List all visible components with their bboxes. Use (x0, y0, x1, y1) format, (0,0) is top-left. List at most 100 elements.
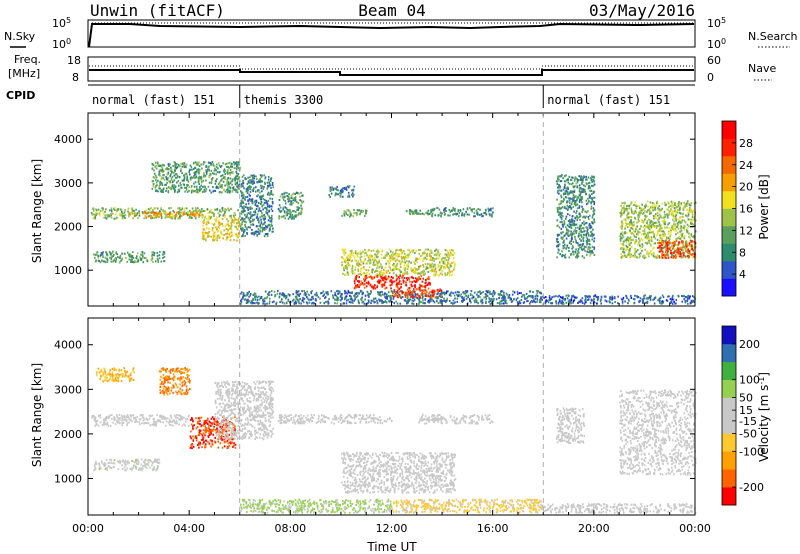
nave-trace (89, 65, 694, 70)
time-tick-label: 08:00 (274, 522, 306, 535)
power-region-16 (619, 200, 697, 260)
power-region-10 (430, 206, 494, 218)
power-ylabel: Slant Range [km] (30, 159, 44, 263)
colorbar-swatch (722, 138, 736, 157)
power-colorbar: 4 8 12 16 20 24 28 Power [dB] (721, 120, 771, 297)
time-axis: 00:00 04:00 08:00 12:00 16:00 20:00 00:00 (72, 522, 711, 535)
colorbar-swatch (722, 226, 736, 244)
colorbar-swatch (722, 343, 736, 363)
power-region-5 (239, 174, 274, 238)
power-region-7 (328, 185, 356, 198)
nsearch-label: N.Search (748, 30, 798, 43)
velocity-colorbar-tick: -200 (739, 481, 764, 494)
velocity-colorbar-tick: 50 (739, 392, 753, 405)
colorbar-swatch (722, 208, 736, 227)
velocity-region-2 (95, 367, 135, 383)
freq-trace (89, 69, 694, 76)
colorbar-swatch (722, 415, 736, 434)
colorbar-swatch (722, 469, 736, 488)
velocity-region-1 (189, 416, 237, 450)
nsky-label: N.Sky (4, 30, 36, 43)
freq-label-1: Freq. (14, 53, 41, 66)
velocity-colorbar-tick: 100 (739, 374, 760, 387)
cpid-segment-label: themis 3300 (244, 93, 323, 107)
noise-panel: N.Sky 105 100 105 100 N.Search (4, 16, 798, 52)
power-colorbar-tick: 24 (739, 159, 753, 172)
power-region-13 (240, 289, 544, 305)
velocity-region-0 (91, 413, 190, 427)
velocity-region-5 (214, 380, 275, 441)
noise-right-bottom: 100 (707, 37, 726, 52)
colorbar-swatch (722, 156, 736, 174)
colorbar-swatch (722, 191, 736, 209)
power-region-15 (555, 174, 596, 259)
nsky-trace (88, 22, 695, 48)
cpid-label: CPID (6, 89, 35, 102)
colorbar-swatch (722, 243, 736, 262)
colorbar-swatch (722, 487, 736, 506)
time-tick-label: 16:00 (477, 522, 509, 535)
time-tick-label: 12:00 (376, 522, 408, 535)
colorbar-swatch (722, 121, 736, 139)
power-colorbar-tick: 16 (739, 203, 753, 216)
time-tick-label: 04:00 (173, 522, 205, 535)
colorbar-swatch (722, 397, 736, 416)
colorbar-swatch (722, 173, 736, 192)
colorbar-swatch (722, 261, 736, 279)
colorbar-swatch (722, 451, 736, 470)
power-region-12 (353, 274, 431, 290)
velocity-region-8 (340, 451, 457, 494)
date-title: 03/May/2016 (589, 1, 695, 20)
velocity-region-6 (277, 413, 393, 425)
power-ytick-label: 1000 (54, 264, 82, 277)
freq-panel: Freq. [MHz] 18 8 60 0 Nave (8, 53, 776, 84)
power-colorbar-tick: 20 (739, 181, 753, 194)
velocity-region-7 (418, 413, 494, 425)
velocity-ytick-label: 3000 (54, 383, 82, 396)
nave-label: Nave (748, 62, 776, 75)
power-colorbar-label: Power [dB] (757, 174, 771, 239)
velocity-colorbar-label: Velocity [m s-1] (757, 372, 772, 462)
velocity-colorbar-tick: 200 (739, 338, 760, 351)
velocity-region-12 (619, 389, 697, 476)
velocity-ytick-label: 4000 (54, 339, 82, 352)
power-region-17 (657, 239, 697, 260)
velocity-region-10 (392, 498, 544, 514)
velocity-panel: 1000 2000 3000 4000 Slant Range [km] (30, 317, 697, 516)
time-tick-label: 20:00 (578, 522, 610, 535)
power-region-4 (93, 250, 166, 264)
beam-title: Beam 04 (358, 1, 425, 20)
velocity-ytick-label: 1000 (54, 472, 82, 485)
velocity-region-4 (93, 458, 161, 472)
cpid-segment-label: normal (fast) 151 (92, 93, 215, 107)
velocity-ylabel: Slant Range [km] (30, 363, 44, 467)
cpid-segment-label: normal (fast) 151 (547, 93, 670, 107)
time-axis-label: Time UT (366, 540, 417, 554)
power-colorbar-tick: 8 (739, 246, 746, 259)
freq-tick-top: 18 (67, 54, 81, 67)
colorbar-swatch (722, 278, 736, 297)
colorbar-swatch (722, 361, 736, 380)
station-title: Unwin (fitACF) (90, 1, 225, 20)
colorbar-swatch (722, 379, 736, 398)
nave-tick-top: 60 (707, 54, 721, 67)
velocity-region-13 (543, 503, 697, 514)
power-region-9 (405, 209, 431, 216)
velocity-region-9 (239, 498, 393, 514)
power-region-11 (340, 248, 456, 277)
power-colorbar-tick: 28 (739, 137, 753, 150)
power-region-2 (201, 217, 241, 242)
power-region-1 (129, 211, 201, 218)
time-tick-label: 00:00 (72, 522, 104, 535)
nave-tick-bottom: 0 (707, 71, 714, 84)
velocity-colorbar-tick: -15 (739, 415, 757, 428)
noise-right-top: 105 (707, 16, 726, 31)
freq-tick-bottom: 8 (72, 71, 79, 84)
power-region-3 (151, 161, 242, 194)
velocity-colorbar-tick: -50 (739, 427, 757, 440)
velocity-region-3 (158, 367, 191, 396)
velocity-ytick-label: 2000 (54, 428, 82, 441)
power-colorbar-tick: 12 (739, 224, 753, 237)
